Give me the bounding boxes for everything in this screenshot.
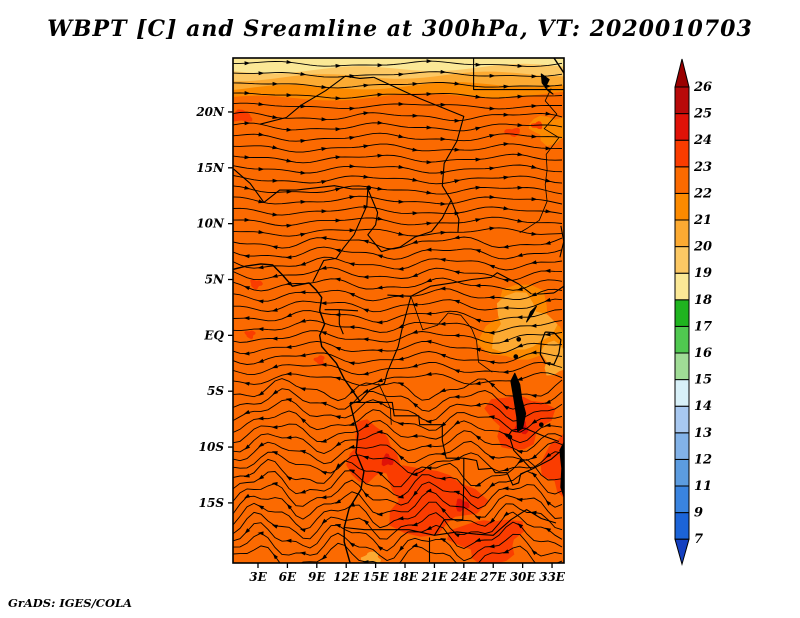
- streamline-arrowheads: [243, 59, 552, 563]
- borders-coastlines-layer: [233, 58, 564, 563]
- svg-text:12E: 12E: [333, 570, 360, 584]
- svg-text:15: 15: [694, 373, 712, 388]
- svg-text:9E: 9E: [308, 570, 326, 584]
- svg-text:5N: 5N: [205, 273, 225, 287]
- svg-text:15N: 15N: [196, 161, 225, 175]
- svg-text:21E: 21E: [420, 570, 448, 584]
- svg-text:20N: 20N: [195, 105, 225, 119]
- svg-text:19: 19: [694, 266, 712, 281]
- svg-text:12: 12: [694, 452, 712, 467]
- svg-text:10S: 10S: [199, 440, 225, 454]
- svg-text:9: 9: [694, 506, 703, 521]
- colorbar-under-arrow: [674, 538, 690, 567]
- svg-text:13: 13: [694, 426, 712, 441]
- colorbar: 7 9 11 12 13 14 15 16 17 18 19 20 21 22 23 24 25 26: [674, 58, 712, 567]
- svg-text:18E: 18E: [392, 570, 419, 584]
- svg-text:17: 17: [694, 319, 712, 334]
- wbpt-fill-layer: [233, 58, 564, 563]
- svg-text:15S: 15S: [199, 496, 225, 510]
- svg-text:6E: 6E: [279, 570, 297, 584]
- svg-text:11: 11: [694, 479, 712, 494]
- svg-text:26: 26: [693, 80, 712, 95]
- colorbar-labels: 7 9 11 12 13 14 15 16 17 18 19 20 21 22 23 24 25 26: [693, 80, 712, 547]
- plot-title: WBPT [C] and Sreamline at 300hPa, VT: 20…: [47, 16, 753, 42]
- svg-text:EQ: EQ: [203, 328, 224, 342]
- svg-text:27E: 27E: [479, 570, 507, 584]
- svg-text:5S: 5S: [207, 384, 224, 398]
- svg-text:7: 7: [694, 532, 703, 547]
- grads-credit: GrADS: IGES/COLA: [8, 596, 132, 610]
- svg-text:15E: 15E: [363, 570, 390, 584]
- svg-text:18: 18: [694, 293, 712, 308]
- svg-text:23: 23: [693, 160, 712, 175]
- svg-text:24E: 24E: [450, 570, 478, 584]
- svg-text:16: 16: [694, 346, 712, 361]
- svg-text:3E: 3E: [249, 570, 267, 584]
- colorbar-over-arrow: [674, 58, 690, 88]
- map-frame: [232, 57, 565, 564]
- svg-text:33E: 33E: [539, 570, 566, 584]
- svg-text:30E: 30E: [510, 570, 537, 584]
- svg-text:14: 14: [694, 399, 712, 414]
- colorbar-cells: [674, 86, 690, 540]
- svg-text:20: 20: [693, 240, 712, 255]
- svg-text:22: 22: [693, 186, 712, 201]
- map-layers: [233, 58, 564, 563]
- svg-text:10N: 10N: [196, 217, 225, 231]
- svg-text:24: 24: [693, 133, 712, 148]
- svg-text:21: 21: [693, 213, 712, 228]
- svg-text:25: 25: [693, 107, 712, 122]
